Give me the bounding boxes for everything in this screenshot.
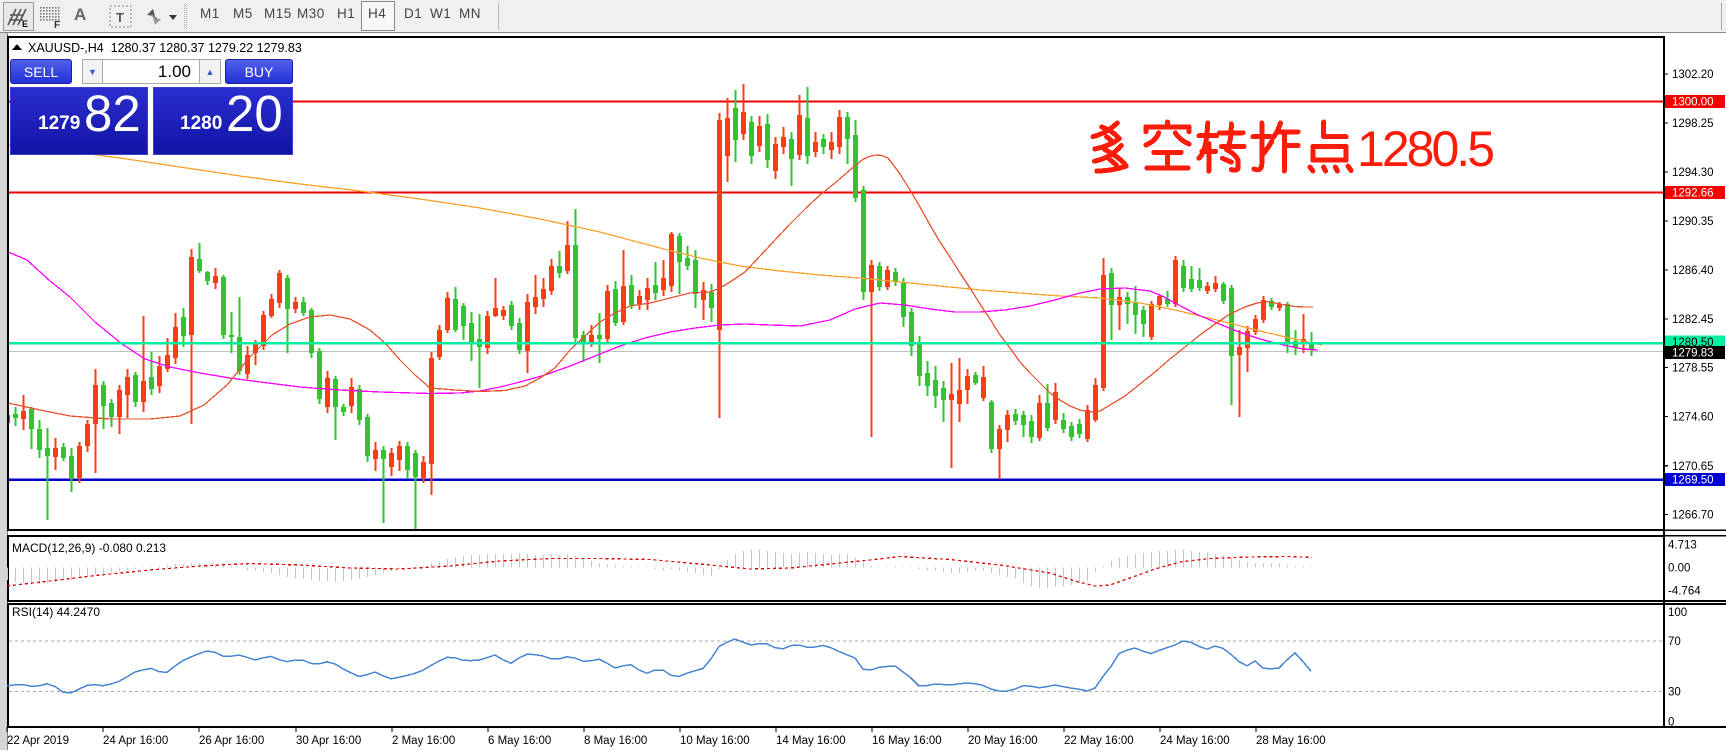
svg-text:6 May 16:00: 6 May 16:00: [488, 735, 551, 747]
svg-text:1298.25: 1298.25: [1672, 118, 1714, 130]
svg-text:MACD(12,26,9) -0.080 0.213: MACD(12,26,9) -0.080 0.213: [12, 541, 166, 555]
svg-text:22 Apr 2019: 22 Apr 2019: [7, 735, 69, 747]
svg-text:E: E: [22, 19, 28, 29]
svg-text:1282.45: 1282.45: [1672, 314, 1714, 326]
svg-text:100: 100: [1668, 607, 1687, 619]
svg-text:2 May 16:00: 2 May 16:00: [392, 735, 455, 747]
svg-text:1274.60: 1274.60: [1672, 412, 1714, 424]
svg-text:1302.20: 1302.20: [1672, 69, 1714, 81]
svg-text:1286.40: 1286.40: [1672, 265, 1714, 277]
svg-text:70: 70: [1668, 636, 1681, 648]
svg-text:1290.35: 1290.35: [1672, 216, 1714, 228]
svg-text:4.713: 4.713: [1668, 540, 1697, 552]
svg-text:20 May 16:00: 20 May 16:00: [968, 735, 1038, 747]
svg-text:0: 0: [1668, 717, 1674, 729]
svg-text:1279.83: 1279.83: [1672, 348, 1714, 360]
svg-text:14 May 16:00: 14 May 16:00: [776, 735, 846, 747]
svg-text:24 May 16:00: 24 May 16:00: [1160, 735, 1230, 747]
svg-text:10 May 16:00: 10 May 16:00: [680, 735, 750, 747]
svg-text:-4.764: -4.764: [1668, 586, 1701, 598]
svg-text:16 May 16:00: 16 May 16:00: [872, 735, 942, 747]
svg-text:30 Apr 16:00: 30 Apr 16:00: [296, 735, 361, 747]
svg-text:24 Apr 16:00: 24 Apr 16:00: [103, 735, 168, 747]
svg-text:RSI(14) 44.2470: RSI(14) 44.2470: [12, 605, 100, 619]
svg-text:XAUUSD-,H4 1280.37 1280.37 12: XAUUSD-,H4 1280.37 1280.37 1279.22 1279.…: [28, 41, 302, 55]
svg-text:1266.70: 1266.70: [1672, 509, 1714, 521]
svg-text:1269.50: 1269.50: [1672, 475, 1714, 487]
svg-text:0.00: 0.00: [1668, 563, 1690, 575]
svg-text:22 May 16:00: 22 May 16:00: [1064, 735, 1134, 747]
svg-text:28 May 16:00: 28 May 16:00: [1256, 735, 1326, 747]
svg-text:1294.30: 1294.30: [1672, 167, 1714, 179]
svg-text:T: T: [116, 10, 124, 25]
svg-text:1292.66: 1292.66: [1672, 187, 1714, 199]
svg-text:8 May 16:00: 8 May 16:00: [584, 735, 647, 747]
svg-text:1278.55: 1278.55: [1672, 362, 1714, 374]
svg-text:26 Apr 16:00: 26 Apr 16:00: [199, 735, 264, 747]
svg-text:1280.5: 1280.5: [1357, 121, 1495, 177]
svg-text:1300.00: 1300.00: [1672, 96, 1714, 108]
svg-text:30: 30: [1668, 686, 1681, 698]
svg-text:1270.65: 1270.65: [1672, 461, 1714, 473]
svg-text:F: F: [54, 20, 60, 30]
